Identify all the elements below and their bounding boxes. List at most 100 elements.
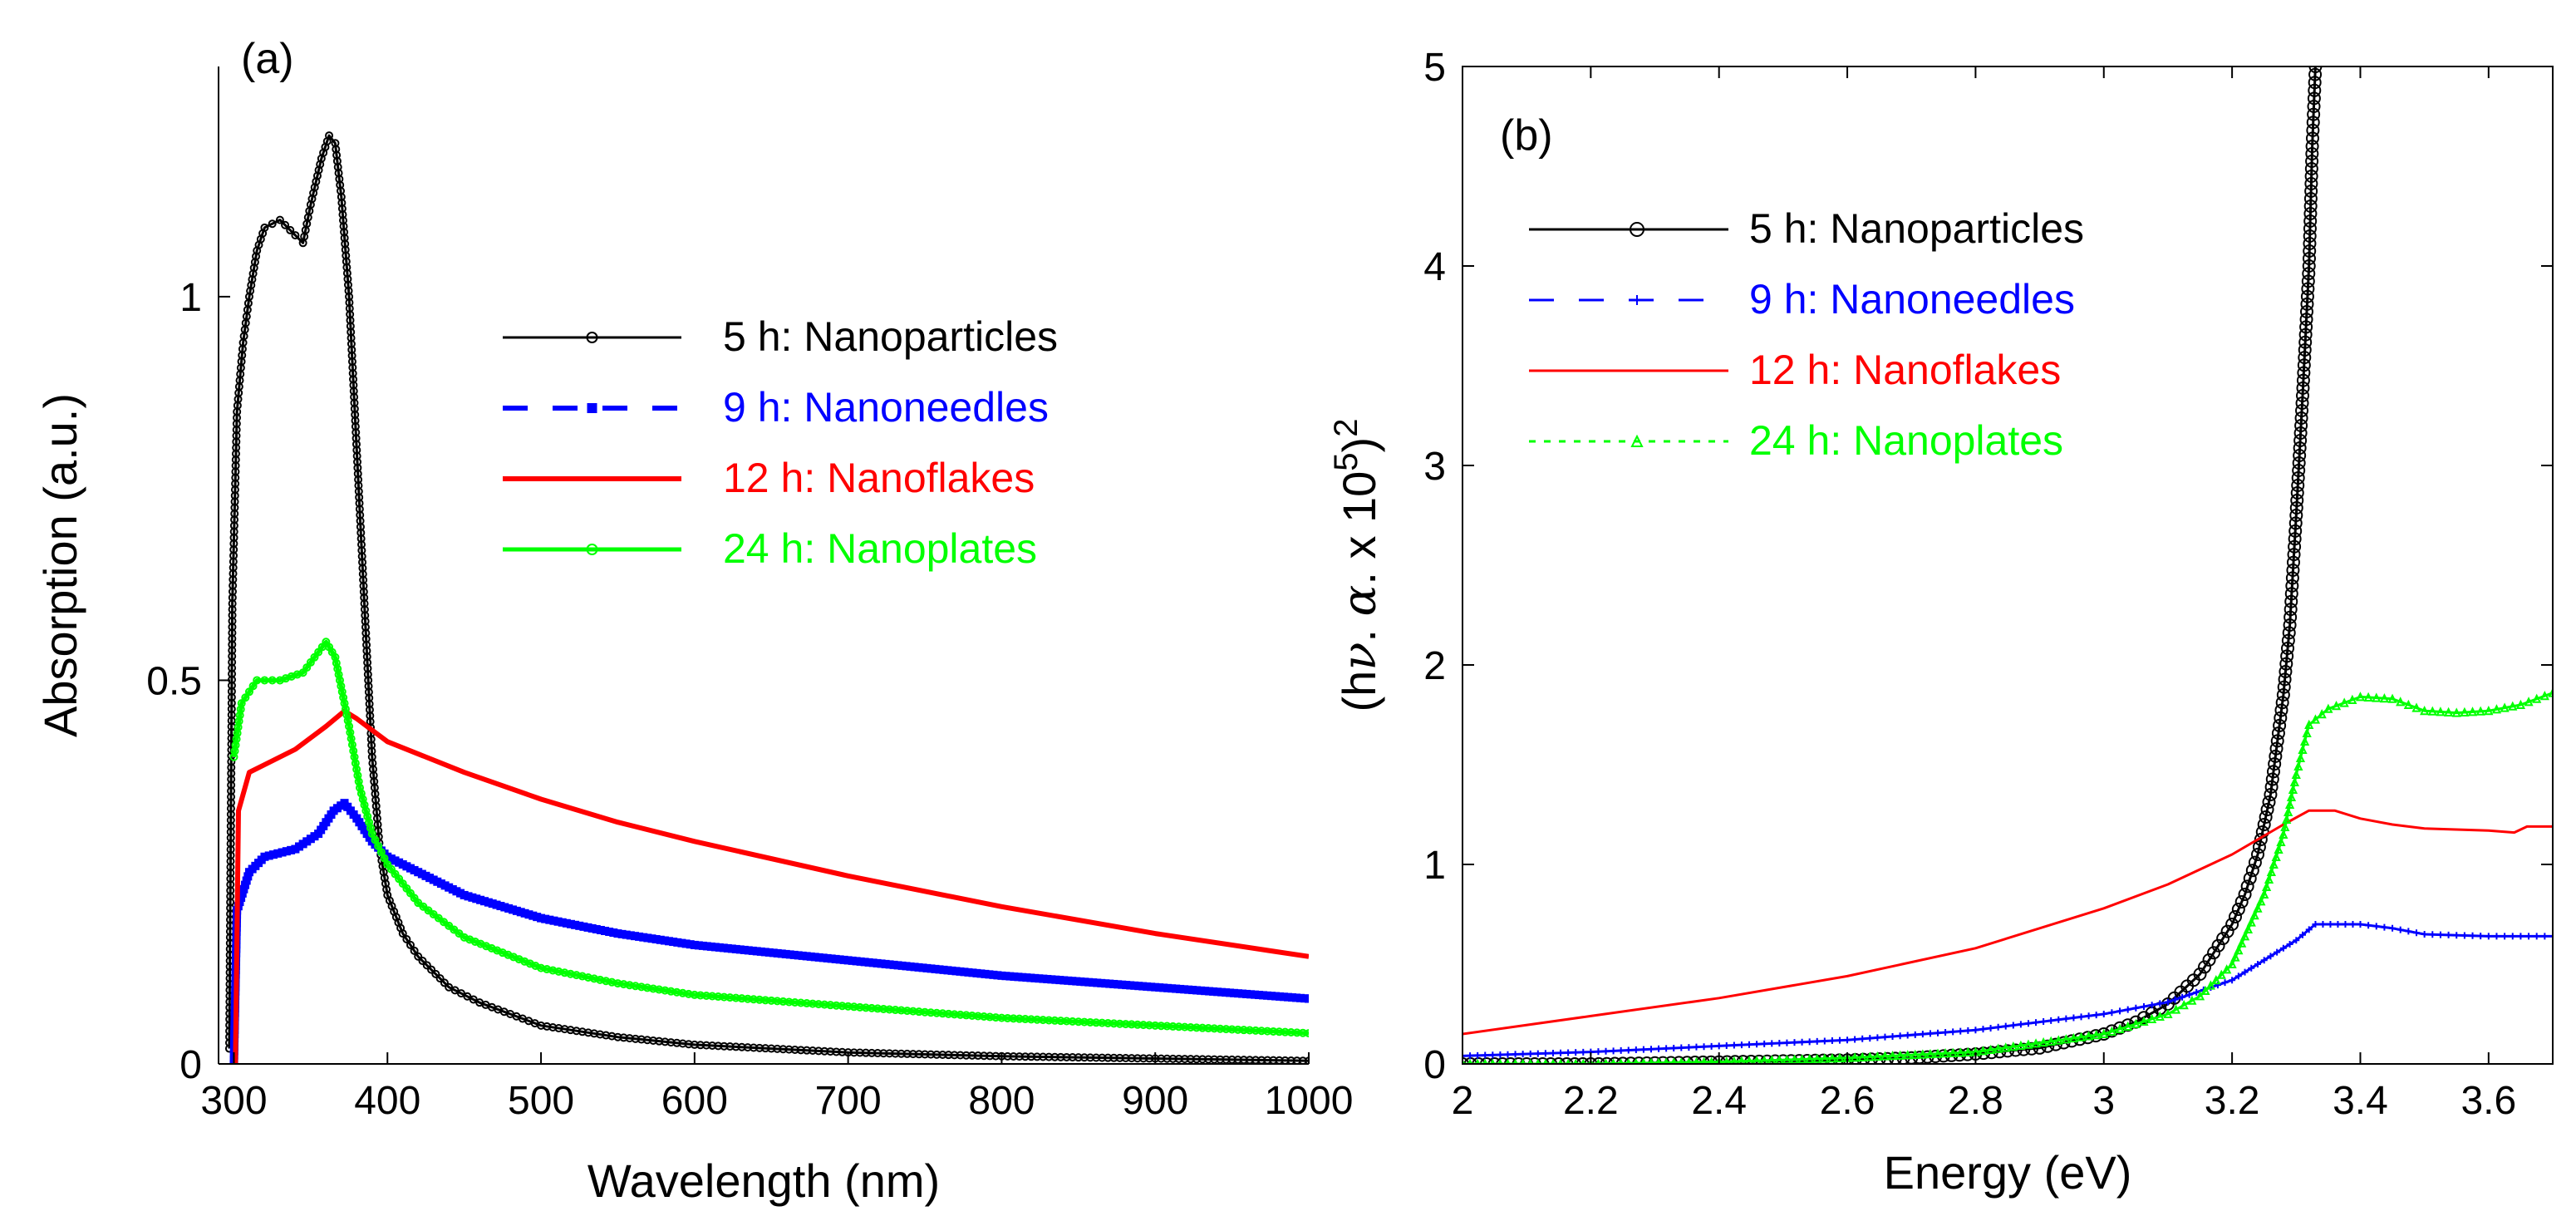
data-point-b-nanoparticles (2308, 67, 2323, 81)
data-point-b-nanoneedles (2040, 1018, 2048, 1026)
y-label-b-prefix: (h (1333, 671, 1385, 712)
data-point-b-nanoneedles (2319, 921, 2327, 928)
data-point-a-nanoplates (414, 899, 423, 908)
data-point-b-nanoparticles (2303, 214, 2318, 228)
data-point-b-nanoplates (2304, 719, 2314, 729)
data-point-a-nanoplates (310, 652, 319, 662)
data-point-b-nanoneedles (2241, 968, 2249, 976)
data-point-b-nanoparticles (2231, 903, 2245, 916)
data-point-b-nanoplates (2443, 707, 2454, 716)
data-point-b-nanoplates (2291, 769, 2301, 779)
data-point-b-nanoparticles (1496, 1057, 1510, 1064)
data-point-a-nanoneedles (681, 939, 691, 948)
data-point-b-nanoneedles (2381, 923, 2388, 931)
data-point-b-nanoneedles (1730, 1041, 1738, 1049)
data-point-b-nanoneedles (1806, 1038, 1813, 1046)
data-point-b-nanoplates (2387, 693, 2397, 703)
data-point-b-nanoneedles (1723, 1041, 1730, 1049)
data-point-b-nanoplates (2403, 699, 2413, 709)
data-point-b-nanoplates (2001, 1042, 2011, 1052)
data-point-b-nanoneedles (2349, 921, 2357, 928)
data-point-b-nanoplates (1993, 1043, 2003, 1053)
data-point-b-nanoparticles (2292, 456, 2306, 470)
data-point-b-nanoplates (2099, 1028, 2109, 1038)
series-markers-a-nanoplates (229, 638, 1309, 1038)
data-point-b-nanoparticles (2289, 509, 2303, 522)
data-point-b-nanoplates (1745, 1056, 1753, 1064)
data-point-b-nanoparticles (1576, 1057, 1590, 1064)
data-point-b-nanoneedles (1463, 1052, 1466, 1060)
data-point-b-nanoplates (2420, 705, 2430, 716)
data-point-b-nanoparticles (2293, 434, 2308, 447)
data-point-b-nanoplates (1865, 1051, 1875, 1061)
data-point-b-nanoneedles (1639, 1046, 1647, 1053)
data-point-b-nanoparticles (2303, 199, 2318, 213)
data-point-b-nanoneedles (1549, 1050, 1556, 1057)
data-point-b-nanoparticles (2300, 289, 2314, 303)
data-point-b-nanoneedles (1768, 1040, 1776, 1047)
data-point-a-nanoplates (434, 913, 443, 923)
data-point-b-nanoplates (1655, 1057, 1662, 1064)
data-point-b-nanoneedles (1617, 1046, 1625, 1054)
data-point-b-nanoplates (2508, 701, 2518, 711)
data-point-b-nanoparticles (2259, 810, 2273, 824)
data-point-b-nanoplates (1850, 1052, 1860, 1062)
data-point-a-nanoneedles (260, 852, 269, 861)
data-point-b-nanoparticles (2283, 618, 2297, 632)
data-point-a-nanoneedles (549, 916, 558, 925)
legend-item-a-nanoparticles: 5 h: Nanoparticles (503, 313, 1058, 360)
data-point-b-nanoparticles (2308, 76, 2322, 90)
panel-label-a: (a) (241, 35, 294, 83)
data-point-b-nanoparticles (2302, 252, 2316, 265)
x-tick-label-a: 900 (1122, 1079, 1188, 1123)
data-point-b-nanoparticles (2278, 672, 2292, 687)
data-point-b-nanoplates (1857, 1051, 1867, 1061)
data-point-b-nanoneedles (1632, 1046, 1639, 1054)
data-point-a-nanoneedles (643, 933, 652, 943)
data-point-b-nanoneedles (2477, 933, 2485, 940)
data-point-b-nanoparticles (1808, 1053, 1822, 1064)
data-point-b-nanoneedles (1904, 1032, 1911, 1039)
data-point-b-nanoneedles (1625, 1046, 1632, 1054)
data-point-b-nanoneedles (2055, 1016, 2062, 1023)
data-point-b-nanoneedles (1504, 1051, 1512, 1058)
data-point-a-nanoparticles (450, 986, 460, 995)
data-point-b-nanoplates (2355, 692, 2366, 702)
data-point-b-nanoplates (2427, 706, 2437, 716)
data-point-b-nanoparticles (2293, 426, 2308, 440)
data-point-a-nanoparticles (325, 131, 334, 140)
data-point-a-nanoneedles (673, 938, 682, 947)
y-tick-label-b: 4 (1423, 245, 1446, 289)
data-point-b-nanoparticles (1560, 1057, 1574, 1064)
data-point-b-nanoplates (2246, 917, 2256, 927)
legend-item-a-nanoneedles: 9 h: Nanoneedles (503, 384, 1049, 431)
data-point-a-nanoplates (302, 663, 312, 672)
data-point-b-nanoplates (1670, 1057, 1678, 1064)
data-point-b-nanoplates (2276, 836, 2286, 846)
data-point-b-nanoparticles (2294, 419, 2308, 432)
data-point-b-nanoneedles (1851, 1036, 1859, 1043)
data-point-b-nanoplates (2299, 736, 2310, 746)
x-tick-label-b: 3 (2092, 1079, 2115, 1123)
data-point-b-nanoneedles (1519, 1051, 1526, 1058)
legend-marker-b-nanoparticles (1630, 222, 1644, 237)
data-point-b-nanoparticles (2293, 449, 2307, 462)
data-point-b-nanoneedles (1791, 1039, 1798, 1046)
data-point-a-nanoneedles (617, 929, 627, 938)
data-point-a-nanoplates (244, 687, 253, 697)
data-point-b-nanoplates (2451, 707, 2461, 717)
y-label-b-nu: ν (1333, 643, 1387, 671)
data-point-b-nanoneedles (2085, 1012, 2092, 1020)
data-point-b-nanoneedles (1972, 1027, 1979, 1034)
data-point-b-nanoneedles (1602, 1047, 1610, 1055)
data-point-b-nanoneedles (2533, 933, 2540, 940)
data-point-b-nanoparticles (2303, 222, 2317, 235)
data-point-b-nanoparticles (1479, 1057, 1493, 1064)
data-point-b-nanoneedles (1678, 1044, 1685, 1051)
data-point-a-nanoneedles (239, 884, 248, 894)
data-point-b-nanoparticles (2288, 516, 2303, 530)
data-point-a-nanoneedles (241, 880, 250, 889)
data-point-a-nanoplates (306, 657, 315, 667)
data-point-b-nanoparticles (2264, 780, 2279, 794)
data-point-b-nanoneedles (1467, 1052, 1474, 1060)
